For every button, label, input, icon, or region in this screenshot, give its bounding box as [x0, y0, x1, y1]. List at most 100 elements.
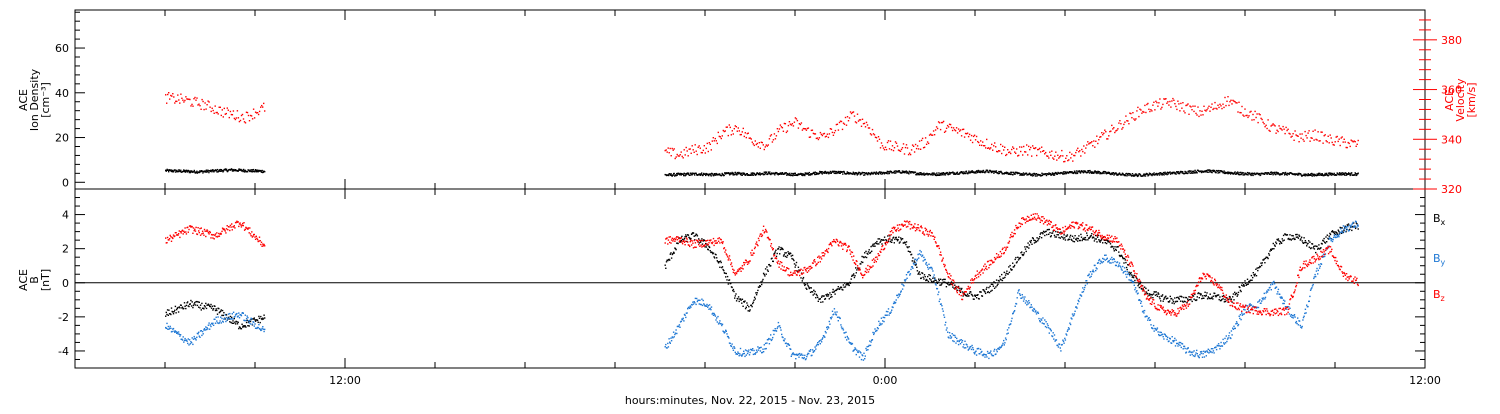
data-point	[1105, 242, 1106, 243]
data-point	[822, 135, 823, 136]
data-point	[1065, 158, 1066, 159]
data-point	[1260, 303, 1261, 304]
data-point	[1329, 236, 1330, 237]
data-point	[217, 322, 218, 323]
data-point	[1344, 174, 1345, 175]
data-point	[1226, 341, 1227, 342]
data-point	[712, 140, 713, 141]
data-point	[174, 102, 175, 103]
data-point	[920, 254, 921, 255]
data-point	[670, 343, 671, 344]
data-point	[1349, 230, 1350, 231]
data-point	[1293, 317, 1294, 318]
data-point	[178, 99, 179, 100]
data-point	[1209, 111, 1210, 112]
data-point	[261, 319, 262, 320]
data-point	[1179, 298, 1180, 299]
data-point	[1040, 232, 1041, 233]
data-point	[1127, 269, 1128, 270]
data-point	[708, 305, 709, 306]
data-point	[1073, 315, 1074, 316]
data-point	[924, 274, 925, 275]
data-point	[1334, 231, 1335, 232]
data-point	[1152, 294, 1153, 295]
data-point	[962, 340, 963, 341]
data-point	[1057, 155, 1058, 156]
data-point	[690, 174, 691, 175]
data-point	[1160, 300, 1161, 301]
data-point	[1087, 283, 1088, 284]
data-point	[1098, 239, 1099, 240]
data-point	[1174, 340, 1175, 341]
data-point	[1208, 352, 1209, 353]
data-point	[881, 323, 882, 324]
data-point	[1006, 271, 1007, 272]
data-point	[1320, 247, 1321, 248]
data-point	[891, 310, 892, 311]
data-point	[168, 326, 169, 327]
data-point	[1312, 285, 1313, 286]
data-point	[173, 328, 174, 329]
data-point	[1141, 301, 1142, 302]
data-point	[675, 333, 676, 334]
data-point	[1054, 156, 1055, 157]
data-point	[1225, 105, 1226, 106]
data-point	[1187, 298, 1188, 299]
data-point	[1017, 261, 1018, 262]
data-point	[760, 148, 761, 149]
data-point	[680, 154, 681, 155]
data-point	[888, 140, 889, 141]
data-point	[837, 124, 838, 125]
data-point	[261, 105, 262, 106]
data-point	[1221, 108, 1222, 109]
data-point	[232, 320, 233, 321]
data-point	[878, 238, 879, 239]
data-point	[903, 143, 904, 144]
data-point	[773, 261, 774, 262]
data-point	[1170, 106, 1171, 107]
data-point	[938, 172, 939, 173]
data-point	[1316, 246, 1317, 247]
data-point	[852, 275, 853, 276]
data-point	[170, 328, 171, 329]
data-point	[1062, 155, 1063, 156]
data-point	[1198, 116, 1199, 117]
data-point	[1227, 338, 1228, 339]
data-point	[994, 142, 995, 143]
data-point	[234, 318, 235, 319]
data-point	[1303, 317, 1304, 318]
data-point	[167, 94, 168, 95]
data-point	[1162, 294, 1163, 295]
data-point	[1303, 316, 1304, 317]
data-point	[1005, 337, 1006, 338]
data-point	[989, 292, 990, 293]
data-point	[1163, 299, 1164, 300]
data-point	[1012, 263, 1013, 264]
data-point	[713, 315, 714, 316]
data-point	[1283, 129, 1284, 130]
data-point	[1008, 266, 1009, 267]
data-point	[1077, 173, 1078, 174]
data-point	[184, 306, 185, 307]
data-point	[699, 242, 700, 243]
data-point	[1316, 270, 1317, 271]
data-point	[751, 350, 752, 351]
data-point	[962, 171, 963, 172]
data-point	[1020, 257, 1021, 258]
data-point	[952, 286, 953, 287]
data-point	[893, 150, 894, 151]
data-point	[819, 340, 820, 341]
data-point	[1092, 271, 1093, 272]
data-point	[683, 175, 684, 176]
data-point	[825, 294, 826, 295]
data-point	[842, 328, 843, 329]
data-point	[1252, 277, 1253, 278]
data-point	[725, 130, 726, 131]
data-point	[236, 313, 237, 314]
data-point	[1232, 296, 1233, 297]
data-point	[194, 302, 195, 303]
data-point	[237, 323, 238, 324]
data-point	[811, 287, 812, 288]
data-point	[1335, 141, 1336, 142]
data-point	[170, 314, 171, 315]
